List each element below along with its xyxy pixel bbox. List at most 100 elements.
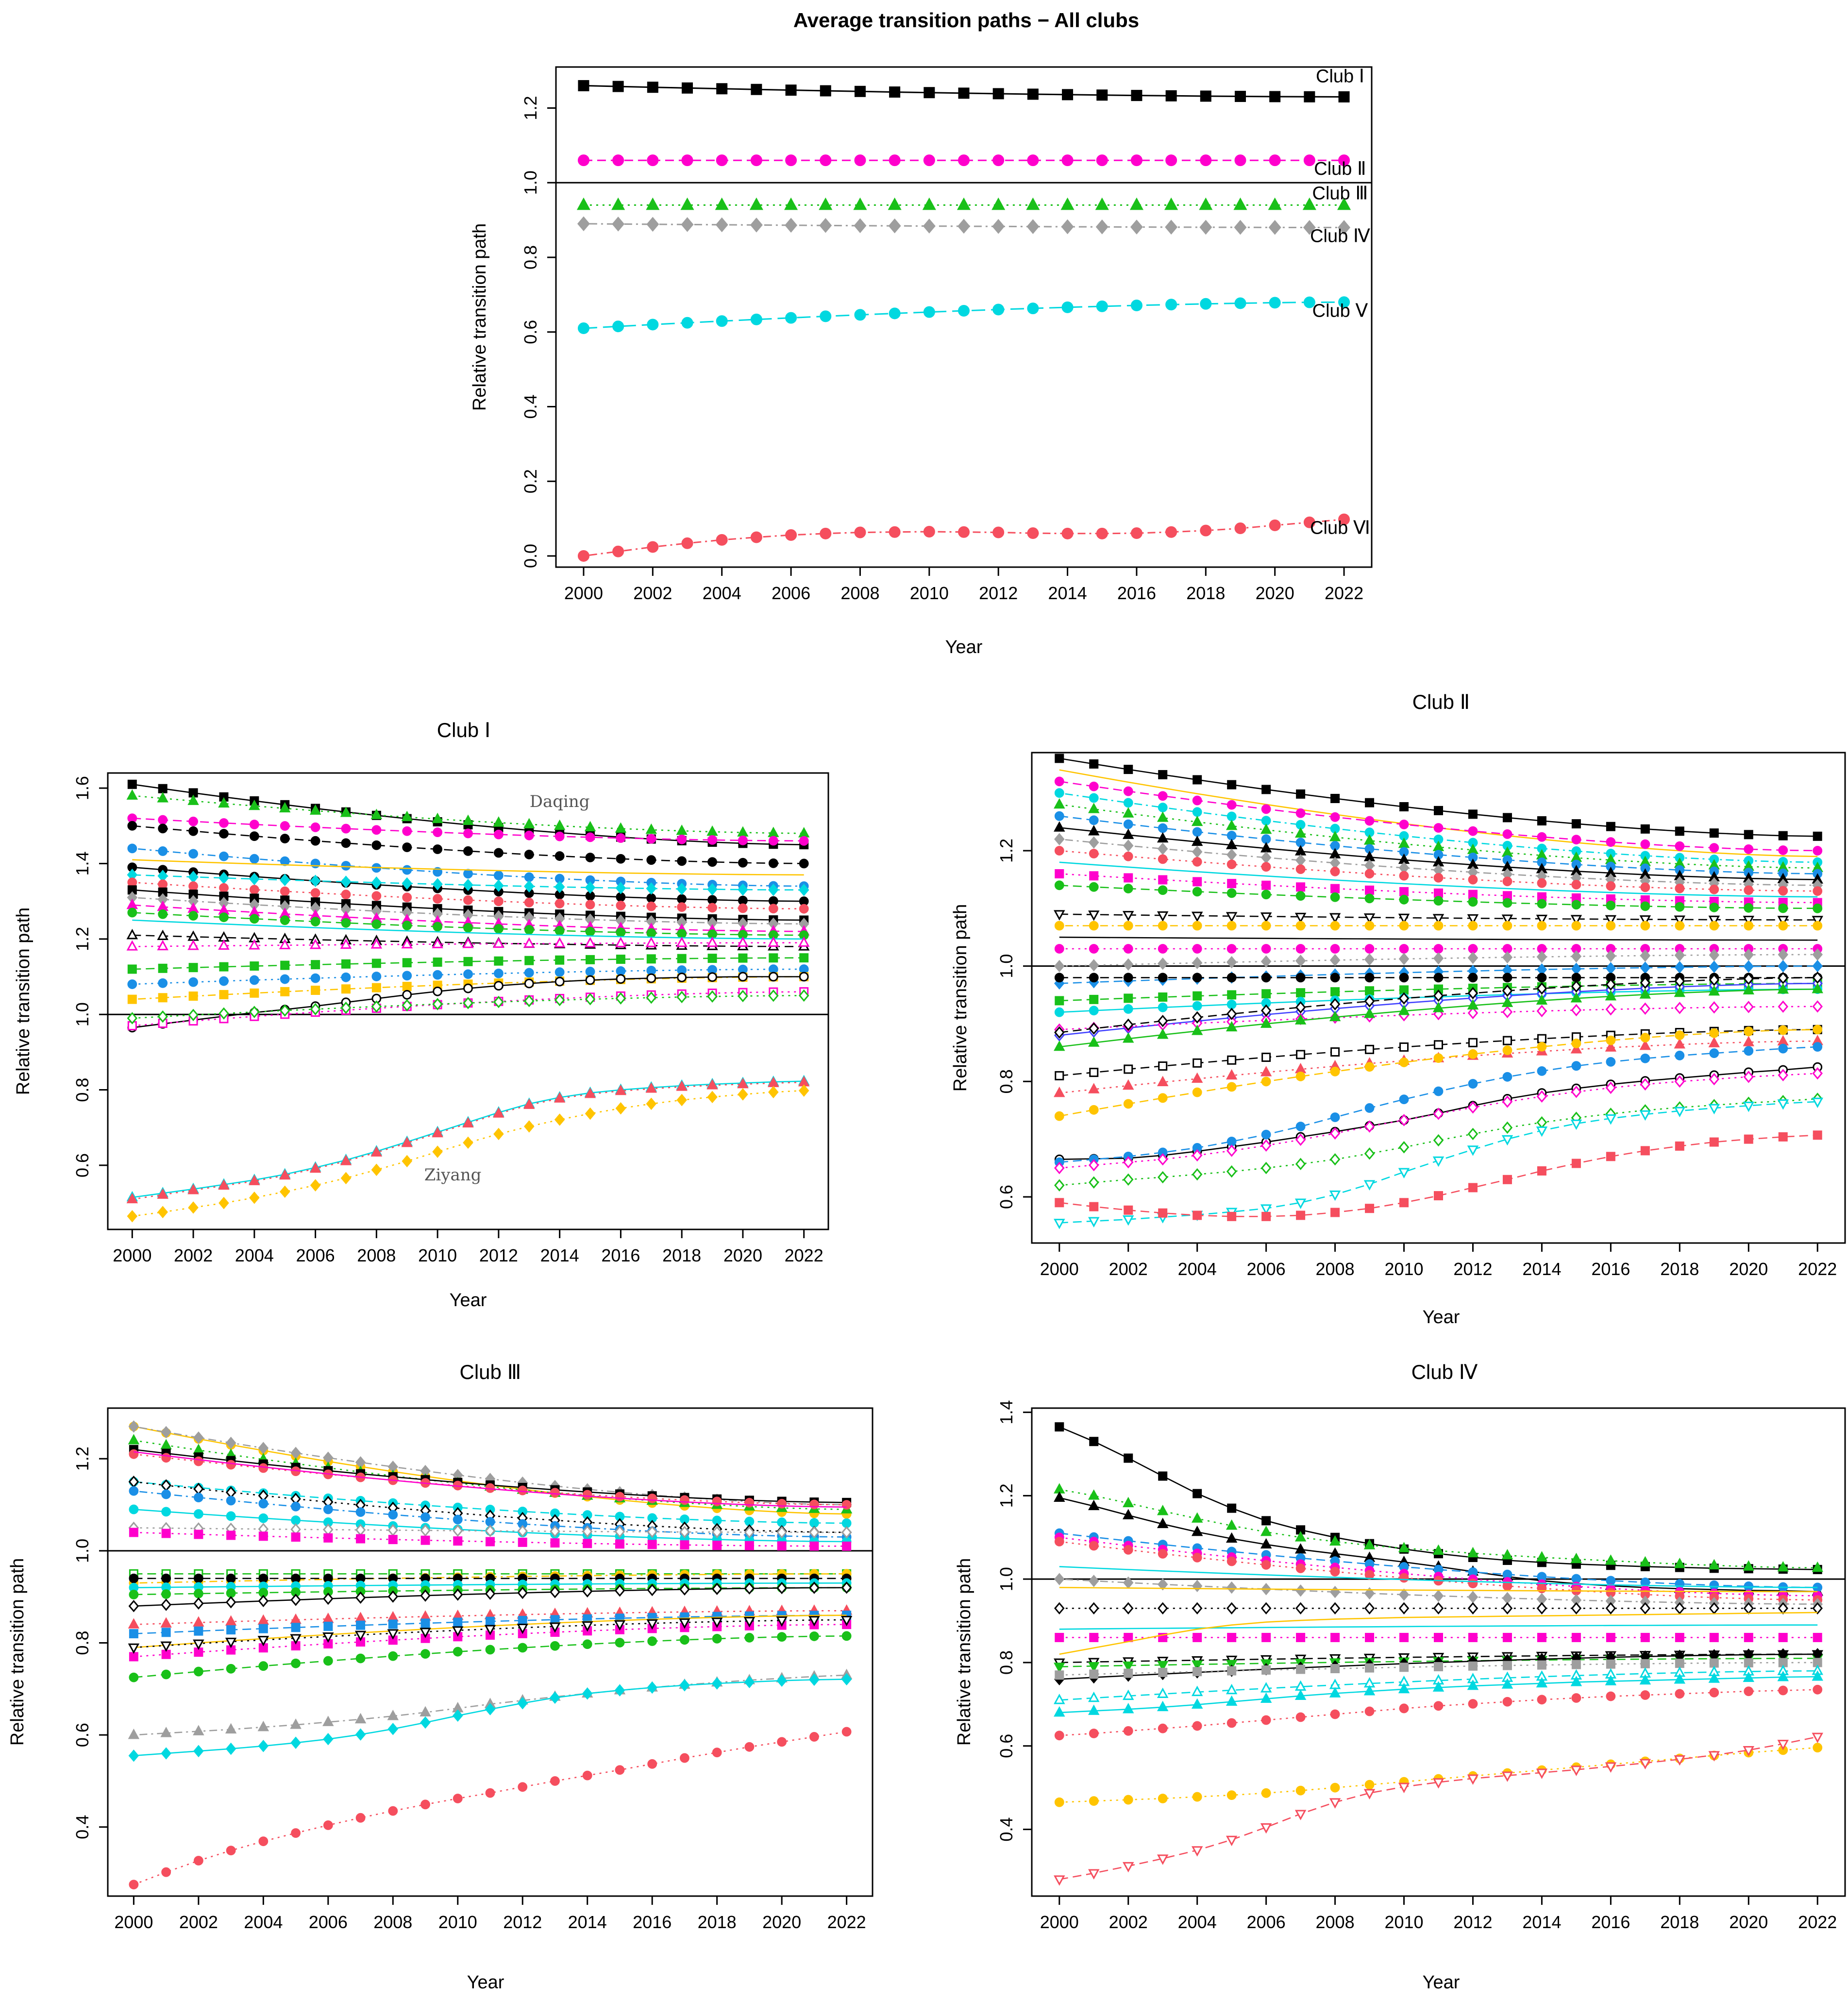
data-point [129,1504,139,1514]
data-point [1605,990,1617,1001]
data-point [1675,1689,1685,1699]
data-point [1227,1211,1237,1221]
y-tick-label: 0.4 [521,394,540,419]
data-point [402,865,412,875]
data-point [258,1836,269,1847]
data-point [1674,1673,1686,1684]
data-point [1605,1554,1617,1565]
series-line [1059,1670,1818,1701]
data-point [388,1619,398,1629]
data-point [1434,1662,1443,1671]
data-point [738,857,748,868]
data-point [1055,754,1064,763]
data-point [161,1489,171,1499]
data-point [1165,90,1177,101]
data-point [645,1082,657,1093]
data-point [1536,1602,1547,1615]
data-point [371,1163,382,1176]
data-point [402,1155,413,1168]
data-point [1398,1141,1410,1154]
data-point [126,940,138,951]
data-point [1123,839,1134,852]
data-point [646,991,657,1004]
data-point [1501,996,1513,1007]
data-point [841,1526,852,1539]
data-point [1295,1712,1306,1722]
data-point [249,885,259,895]
data-point [1294,827,1307,838]
data-point [1708,985,1720,996]
data-point [676,824,688,835]
x-tick-label: 2010 [418,1245,457,1265]
data-point [161,1598,171,1611]
data-point [432,998,443,1010]
data-point [1164,197,1178,210]
series-17 [1054,948,1823,973]
data-point [1192,795,1202,806]
data-point [1226,830,1237,840]
data-point [250,988,259,998]
data-point [129,1486,139,1496]
data-point [432,812,443,824]
data-point [219,976,229,986]
data-point [1157,911,1169,922]
data-point [1294,1531,1307,1542]
data-point [582,1525,593,1538]
data-point [1433,823,1444,833]
data-point [1192,1149,1203,1162]
data-point [614,1684,625,1697]
data-point [738,990,748,1003]
data-point [1227,879,1237,889]
data-point [1329,913,1341,924]
data-point [187,794,199,805]
data-point [750,313,762,325]
data-point [1399,1703,1409,1714]
data-point [716,534,728,546]
data-point [250,961,259,971]
data-point [646,217,659,232]
data-point [279,1185,290,1198]
data-point [1744,903,1754,913]
data-point [486,1616,495,1626]
data-point [1158,770,1168,779]
data-point [676,991,687,1004]
data-point [1605,1114,1617,1125]
data-point [1261,1665,1271,1675]
data-point [1675,1632,1684,1642]
data-point [1296,988,1306,998]
data-point [485,1703,496,1715]
data-point [1468,874,1478,885]
data-point [1364,921,1375,931]
data-point [1398,1542,1410,1552]
y-axis: 0.40.60.81.01.21.4 [996,1400,1032,1842]
data-point [1571,1085,1582,1098]
series-17 [127,953,809,974]
data-point [554,925,565,936]
data-point [1743,973,1754,985]
data-point [432,938,443,948]
series-27 [129,1727,852,1890]
data-point [1061,219,1074,235]
data-point [1089,793,1099,803]
data-point [1055,996,1064,1006]
data-point [1088,1489,1100,1500]
data-point [707,857,717,867]
series-19 [1054,1670,1823,1717]
data-point [258,1595,269,1607]
data-point [452,1626,464,1637]
data-point [1640,949,1651,962]
data-point [679,1679,690,1692]
data-point [160,1727,172,1737]
data-point [1777,1740,1789,1750]
data-point [1467,1101,1478,1114]
data-point [1122,1862,1134,1873]
data-point [808,1616,820,1627]
data-point [1227,780,1237,790]
data-point [218,797,230,808]
data-point [841,1631,852,1641]
y-tick-label: 0.6 [72,1723,92,1747]
data-point [1605,978,1616,991]
data-point [769,953,778,963]
data-point [218,939,230,950]
data-point [311,960,320,970]
